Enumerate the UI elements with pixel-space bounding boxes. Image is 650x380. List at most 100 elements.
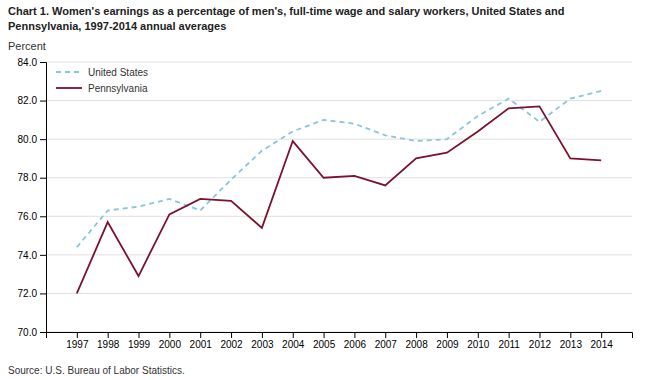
tick-label: 1997 bbox=[66, 339, 89, 350]
tick-label: 1999 bbox=[128, 339, 151, 350]
legend-swatch bbox=[56, 71, 82, 73]
tick-mark bbox=[509, 332, 510, 338]
tick-label: 76.0 bbox=[18, 211, 38, 222]
y-axis-label: Percent bbox=[8, 40, 46, 52]
tick: 2013 bbox=[560, 332, 583, 350]
tick-mark bbox=[40, 293, 46, 294]
legend-item: United States bbox=[56, 67, 148, 78]
axis-line bbox=[47, 333, 633, 339]
tick-label: 2009 bbox=[436, 339, 459, 350]
legend-label: United States bbox=[88, 67, 148, 78]
legend-item: Pennsylvania bbox=[56, 83, 148, 94]
tick: 2008 bbox=[405, 332, 428, 350]
tick-mark bbox=[200, 332, 201, 338]
tick: 2006 bbox=[344, 332, 367, 350]
tick: 2003 bbox=[251, 332, 274, 350]
tick-mark bbox=[139, 332, 140, 338]
grid-line bbox=[46, 100, 632, 101]
tick-mark bbox=[478, 332, 479, 338]
line bbox=[77, 106, 601, 293]
chart: Chart 1. Women's earnings as a percentag… bbox=[0, 0, 650, 380]
tick: 80.0 bbox=[18, 134, 46, 145]
tick-mark bbox=[108, 332, 109, 338]
tick: 76.0 bbox=[18, 211, 46, 222]
tick: 72.0 bbox=[18, 288, 46, 299]
tick-mark bbox=[77, 332, 78, 338]
legend: United States Pennsylvania bbox=[56, 67, 148, 94]
grid-line bbox=[46, 139, 632, 140]
tick-mark bbox=[40, 101, 46, 102]
tick-mark bbox=[354, 332, 355, 338]
tick-mark bbox=[40, 178, 46, 179]
tick-mark bbox=[416, 332, 417, 338]
tick: 2001 bbox=[190, 332, 213, 350]
grid-line bbox=[46, 293, 632, 294]
tick-mark bbox=[262, 332, 263, 338]
tick-label: 82.0 bbox=[18, 95, 38, 106]
tick-label: 2007 bbox=[375, 339, 398, 350]
tick-label: 1998 bbox=[97, 339, 120, 350]
tick: 2004 bbox=[282, 332, 305, 350]
y-axis: 70.0 72.0 74.0 76.0 78.0 80.0 82.0 84.0 bbox=[18, 57, 47, 338]
grid-line bbox=[46, 62, 632, 63]
tick: 2010 bbox=[467, 332, 490, 350]
tick: 78.0 bbox=[18, 172, 46, 183]
tick-label: 70.0 bbox=[18, 327, 38, 338]
tick-label: 2008 bbox=[405, 339, 428, 350]
tick: 2002 bbox=[220, 332, 243, 350]
tick-label: 84.0 bbox=[18, 57, 38, 68]
tick-mark bbox=[293, 332, 294, 338]
tick: 1999 bbox=[128, 332, 151, 350]
grid-line bbox=[46, 254, 632, 255]
tick-label: 2004 bbox=[282, 339, 305, 350]
tick-mark bbox=[324, 332, 325, 338]
tick-mark bbox=[40, 216, 46, 217]
tick: 1997 bbox=[66, 332, 89, 350]
tick: 2011 bbox=[498, 332, 520, 350]
tick-label: 2002 bbox=[220, 339, 243, 350]
line bbox=[77, 91, 601, 247]
tick-label: 2001 bbox=[190, 339, 213, 350]
tick: 2007 bbox=[375, 332, 398, 350]
tick-mark bbox=[40, 139, 46, 140]
tick-label: 80.0 bbox=[18, 134, 38, 145]
source: Source: U.S. Bureau of Labor Statistics. bbox=[8, 365, 185, 376]
tick: 2005 bbox=[313, 332, 336, 350]
title: Chart 1. Women's earnings as a percentag… bbox=[8, 5, 564, 17]
tick: 70.0 bbox=[18, 327, 46, 338]
tick-label: 74.0 bbox=[18, 250, 38, 261]
tick-mark bbox=[570, 332, 571, 338]
tick-label: 2005 bbox=[313, 339, 336, 350]
grid-line bbox=[46, 216, 632, 217]
tick: 84.0 bbox=[18, 57, 46, 68]
grid bbox=[46, 62, 632, 332]
title: Pennsylvania, 1997-2014 annual averages bbox=[8, 20, 226, 32]
tick-label: 2000 bbox=[159, 339, 182, 350]
x-axis: 1997 1998 1999 2000 2001 2002 2003 2004 2005 2006… bbox=[47, 332, 633, 350]
tick: 1998 bbox=[97, 332, 120, 350]
tick-mark bbox=[231, 332, 232, 338]
tick-label: 2006 bbox=[344, 339, 367, 350]
tick-label: 72.0 bbox=[18, 288, 38, 299]
tick-label: 2010 bbox=[467, 339, 490, 350]
title-group: Chart 1. Women's earnings as a percentag… bbox=[8, 5, 564, 32]
tick-label: 2003 bbox=[251, 339, 274, 350]
tick-mark bbox=[40, 332, 46, 333]
tick-mark bbox=[601, 332, 602, 338]
legend-swatch bbox=[56, 87, 82, 89]
plot: 1997 1998 1999 2000 2001 2002 2003 2004 2005 2006… bbox=[18, 57, 633, 350]
tick-mark bbox=[539, 332, 540, 338]
tick: 2014 bbox=[591, 332, 614, 350]
tick-mark bbox=[385, 332, 386, 338]
tick-mark bbox=[169, 332, 170, 338]
tick-mark bbox=[40, 255, 46, 256]
tick: 74.0 bbox=[18, 250, 46, 261]
legend-label: Pennsylvania bbox=[88, 83, 148, 94]
tick: 82.0 bbox=[18, 95, 46, 106]
tick-label: 2013 bbox=[560, 339, 583, 350]
lines bbox=[77, 91, 601, 294]
tick-label: 78.0 bbox=[18, 172, 38, 183]
tick-label: 2011 bbox=[498, 339, 520, 350]
tick-label: 2014 bbox=[591, 339, 614, 350]
tick: 2012 bbox=[529, 332, 552, 350]
